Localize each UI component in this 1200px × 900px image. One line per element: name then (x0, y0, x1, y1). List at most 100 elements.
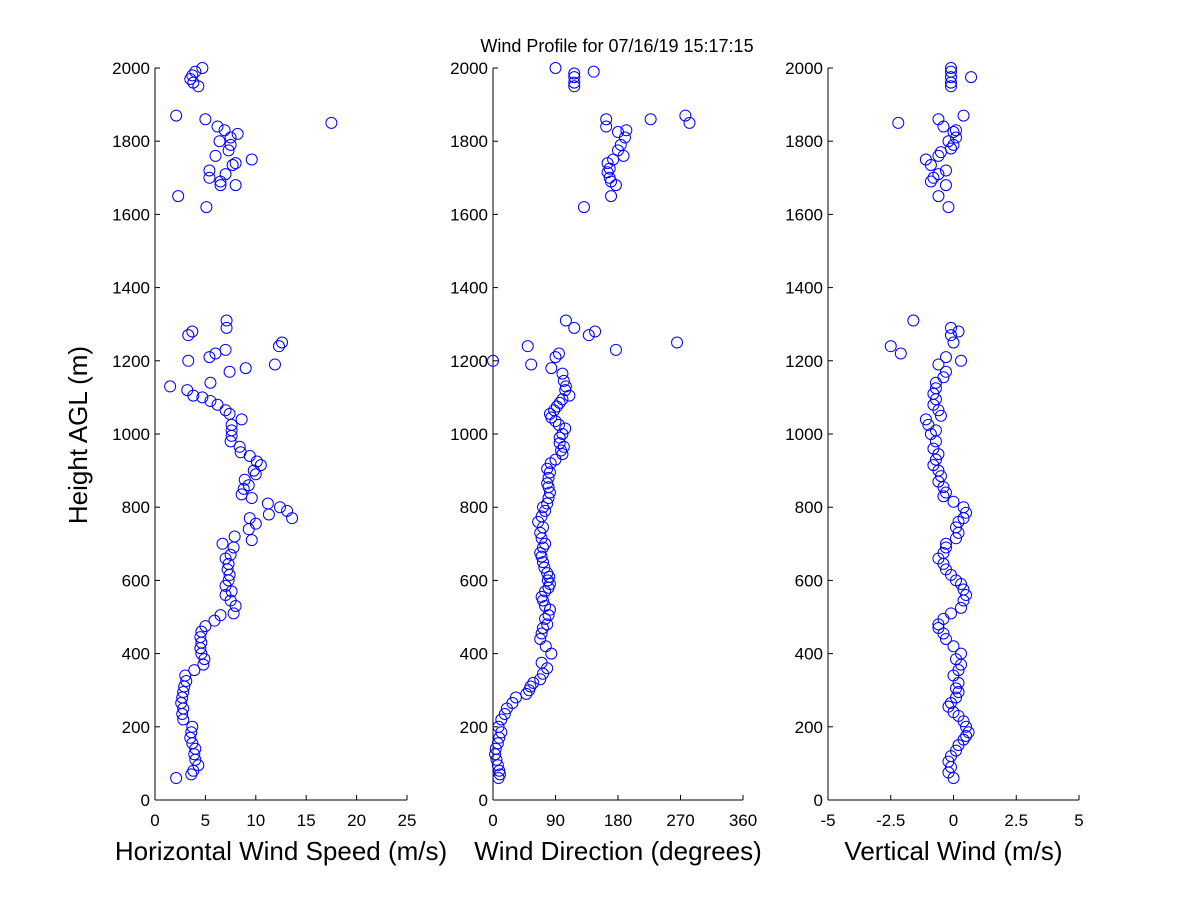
vertical-x-tick-label: 5 (1074, 811, 1083, 830)
direction-data-point (605, 190, 618, 203)
vertical-data-point (932, 113, 945, 126)
vertical-data-point (960, 506, 973, 519)
speed-data-point (204, 376, 217, 389)
speed-data-point (179, 669, 192, 682)
vertical-data-point (939, 486, 952, 499)
speed-data-point (186, 720, 199, 733)
speed-data-point (182, 354, 195, 367)
speed-data-point (223, 407, 236, 420)
vertical-data-point (960, 720, 973, 733)
speed-data-point (235, 413, 248, 426)
speed-y-tick-label: 2000 (112, 59, 150, 78)
vertical-data-point (952, 664, 965, 677)
speed-data-point (185, 726, 198, 739)
speed-data-point (216, 537, 229, 550)
vertical-data-point (919, 413, 932, 426)
speed-x-tick-label: 10 (246, 811, 265, 830)
direction-x-axis-label: Wind Direction (degrees) (474, 836, 762, 866)
vertical-data-point (955, 647, 968, 660)
vertical-data-point (894, 347, 907, 360)
speed-data-point (225, 424, 238, 437)
vertical-data-point (955, 354, 968, 367)
vertical-y-tick-label: 800 (795, 498, 823, 517)
speed-data-point (218, 124, 231, 137)
speed-data-point (189, 742, 202, 755)
vertical-data-point (965, 71, 978, 84)
speed-data-point (245, 534, 258, 547)
speed-data-point (272, 340, 285, 353)
vertical-data-point (932, 190, 945, 203)
direction-data-point (525, 358, 538, 371)
speed-data-point (227, 607, 240, 620)
direction-data-point (535, 656, 548, 669)
direction-data-point (553, 437, 566, 450)
direction-data-point (557, 374, 570, 387)
direction-data-point (679, 109, 692, 122)
speed-x-tick-label: 15 (297, 811, 316, 830)
vertical-panel: 0 200 400 600 800 1000 1200 1400 1600 1800 2000 -5 -… (785, 59, 1084, 866)
vertical-data-point (950, 744, 963, 757)
vertical-data-point (892, 116, 905, 129)
direction-data-point (543, 466, 556, 479)
vertical-y-tick-label: 200 (795, 718, 823, 737)
direction-data-point (559, 314, 572, 327)
vertical-data-point (957, 109, 970, 122)
vertical-data-point (939, 179, 952, 192)
speed-x-tick-label: 20 (347, 811, 366, 830)
vertical-data-point (957, 583, 970, 596)
vertical-data-point (962, 726, 975, 739)
vertical-data-point (944, 321, 957, 334)
direction-data-point (556, 367, 569, 380)
direction-data-point (489, 748, 502, 761)
vertical-data-point (919, 153, 932, 166)
direction-data-point (568, 321, 581, 334)
direction-data-point (607, 153, 620, 166)
speed-data-point (164, 380, 177, 393)
speed-data-point (203, 351, 216, 364)
vertical-data-point (937, 371, 950, 384)
speed-y-tick-label: 1600 (112, 205, 150, 224)
vertical-data-point (884, 340, 897, 353)
direction-data-point (537, 556, 549, 569)
vertical-data-point (947, 336, 960, 349)
speed-data-point (234, 446, 247, 459)
vertical-data-point (937, 546, 950, 559)
speed-data-point (220, 314, 233, 327)
vertical-data-point (939, 351, 952, 364)
vertical-data-point (957, 501, 970, 514)
direction-data-point (589, 325, 602, 338)
direction-data-point (534, 632, 547, 645)
direction-data-point (612, 144, 624, 157)
direction-data-point (545, 362, 558, 375)
direction-data-point (568, 80, 581, 93)
direction-data-point (520, 687, 533, 700)
direction-data-point (559, 384, 572, 397)
speed-data-point (177, 686, 190, 699)
speed-data-point (224, 548, 237, 561)
vertical-data-point (942, 201, 955, 214)
vertical-data-point (950, 124, 963, 137)
vertical-y-tick-label: 0 (814, 791, 823, 810)
vertical-data-point (932, 149, 945, 162)
speed-data-point (211, 120, 224, 133)
vertical-y-tick-label: 400 (795, 645, 823, 664)
speed-data-point (219, 589, 232, 602)
speed-data-point (228, 530, 241, 543)
vertical-data-point (944, 65, 957, 78)
direction-data-point (577, 201, 590, 214)
speed-data-point (198, 653, 211, 666)
direction-data-point (493, 768, 506, 781)
speed-data-point (235, 488, 248, 501)
speed-x-tick-label: 5 (201, 811, 210, 830)
direction-data-point (620, 124, 633, 137)
direction-data-point (535, 627, 548, 640)
speed-data-point (245, 153, 258, 166)
speed-data-point (172, 190, 185, 203)
speed-data-point (199, 620, 212, 633)
speed-data-point (186, 325, 199, 338)
direction-data-point (549, 351, 562, 364)
vertical-data-point (927, 387, 940, 400)
vertical-y-tick-label: 1800 (785, 132, 823, 151)
vertical-y-tick-label: 600 (795, 571, 823, 590)
